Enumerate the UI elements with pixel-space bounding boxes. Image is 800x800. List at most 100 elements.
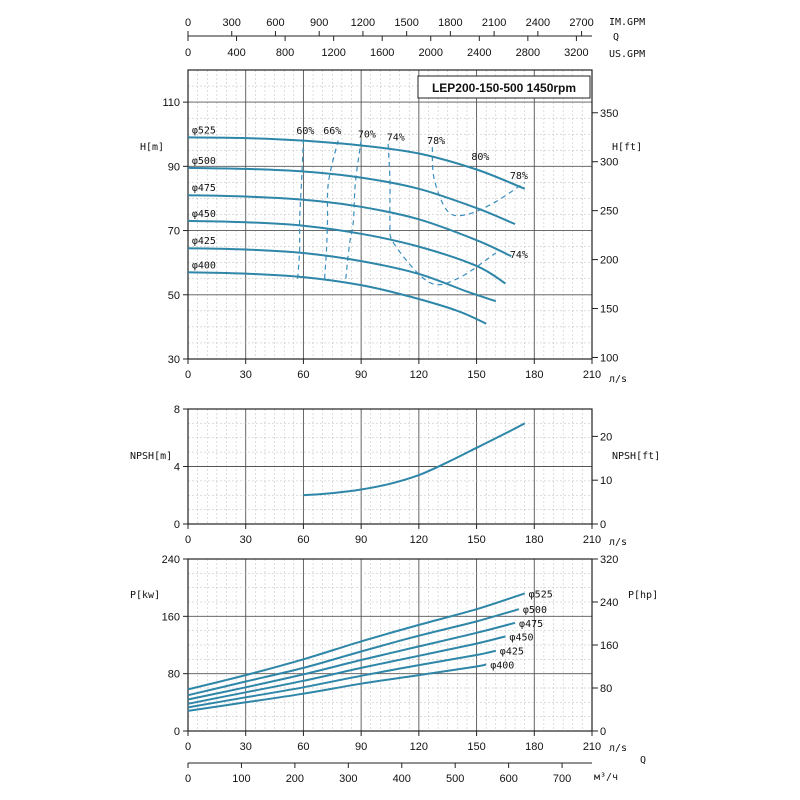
usgpm-tick-label: 0 (185, 47, 191, 59)
usgpm-tick-label: 800 (276, 47, 294, 59)
head-curve-5 (187, 247, 497, 303)
efficiency-curve-2 (324, 140, 339, 279)
head-x-tick-label: 180 (525, 369, 543, 381)
power-ylabel-right: P[hp] (628, 590, 658, 601)
power-curve-label: φ400 (490, 660, 514, 671)
efficiency-label: 60% (296, 126, 314, 137)
head-x-tick-label: 60 (297, 369, 309, 381)
power-curve-6 (187, 663, 487, 712)
imgpm-tick-label: 1800 (438, 17, 462, 29)
npsh-x-tick-label: 210 (583, 534, 601, 546)
power-x-tick-label: 210 (583, 741, 601, 753)
usgpm-tick-label: 1600 (370, 47, 394, 59)
head-frame (187, 69, 593, 360)
power-curve-4 (187, 635, 506, 705)
m3h-tick-label: 400 (393, 773, 411, 785)
m3h-tick-label: 100 (232, 773, 250, 785)
imgpm-tick-label: 900 (310, 17, 328, 29)
usgpm-tick-label: 2000 (419, 47, 443, 59)
power-x-tick-label: 180 (525, 741, 543, 753)
power-x-tick-label: 30 (240, 741, 252, 753)
power-curve-1 (187, 592, 526, 691)
power-x-tick-label: 60 (297, 741, 309, 753)
imgpm-tick-label: 2400 (526, 17, 550, 29)
power-curve-label: φ525 (529, 589, 553, 600)
efficiency-curve-3 (345, 140, 362, 279)
power-curve-label: φ425 (500, 647, 524, 658)
usgpm-tick-label: 400 (227, 47, 245, 59)
power-x-tick-label: 90 (355, 741, 367, 753)
m3h-tick-label: 0 (185, 773, 191, 785)
head-curve-label: φ525 (192, 125, 216, 136)
npsh-x-unit: л/s (609, 537, 627, 548)
m3h-tick-label: 300 (339, 773, 357, 785)
imgpm-tick-label: 300 (223, 17, 241, 29)
head-x-tick-label: 210 (583, 369, 601, 381)
npsh-x-tick-label: 60 (297, 534, 309, 546)
power-curve-label: φ500 (523, 605, 547, 616)
imgpm-tick-label: 0 (185, 17, 191, 29)
power-curve-label: φ450 (509, 632, 533, 643)
title-box (417, 75, 591, 99)
npsh-x-tick-label: 0 (185, 534, 191, 546)
efficiency-label: 78% (510, 171, 528, 182)
head-ylabel-right: H[ft] (612, 142, 642, 153)
power-hp-right-tick-label: 0 (600, 726, 606, 738)
npsh-ft-right-tick-label: 0 (600, 519, 606, 531)
head-x-tick-label: 150 (467, 369, 485, 381)
power-hp-right-tick-label: 240 (600, 597, 618, 609)
efficiency-label: 78% (427, 136, 445, 147)
efficiency-label: 70% (358, 129, 376, 140)
imgpm-tick-label: 1500 (394, 17, 418, 29)
head-x-tick-label: 120 (410, 369, 428, 381)
power-y-tick-label: 0 (174, 726, 180, 738)
power-x-tick-label: 120 (410, 741, 428, 753)
head-ft-right-tick-label: 150 (600, 304, 618, 316)
efficiency-label: 80% (471, 152, 489, 163)
power-curve-2 (187, 608, 520, 697)
head-ft-right-tick-label: 100 (600, 352, 618, 364)
power-y-tick-label: 240 (162, 554, 180, 566)
npsh-y-tick-label: 8 (174, 404, 180, 416)
head-curve-label: φ400 (192, 260, 216, 271)
npsh-x-tick-label: 180 (525, 534, 543, 546)
efficiency-label: 66% (323, 126, 341, 137)
npsh-x-tick-label: 120 (410, 534, 428, 546)
head-y-tick-label: 90 (168, 161, 180, 173)
head-ft-right-tick-label: 350 (600, 108, 618, 120)
head-x-tick-label: 0 (185, 369, 191, 381)
head-y-tick-label: 30 (168, 354, 180, 366)
head-x-tick-label: 30 (240, 369, 252, 381)
efficiency-curve-1 (297, 140, 304, 279)
head-ft-right-tick-label: 200 (600, 255, 618, 267)
power-hp-right-tick-label: 320 (600, 554, 618, 566)
imgpm-tick-label: 2700 (569, 17, 593, 29)
imgpm-tick-label: 1200 (351, 17, 375, 29)
head-x-unit: л/s (609, 374, 627, 385)
head-curve-label: φ475 (192, 183, 216, 194)
power-x-tick-label: 150 (467, 741, 485, 753)
power-curve-3 (187, 621, 516, 701)
bottom-q-label: Q (640, 755, 646, 766)
efficiency-label: 74% (510, 250, 528, 261)
usgpm-tick-label: 2400 (467, 47, 491, 59)
power-x-tick-label: 0 (185, 741, 191, 753)
power-hp-right-tick-label: 80 (600, 683, 612, 695)
npsh-ylabel-right: NPSH[ft] (612, 451, 660, 462)
power-ylabel: P[kw] (130, 590, 160, 601)
head-curve-6 (187, 271, 487, 325)
usgpm-tick-label: 3200 (564, 47, 588, 59)
power-curve-label: φ475 (519, 619, 543, 630)
usgpm-unit: US.GPM (609, 49, 645, 60)
npsh-curve (303, 422, 526, 497)
head-curve-3 (187, 194, 512, 258)
head-y-tick-label: 70 (168, 226, 180, 238)
power-y-tick-label: 160 (162, 611, 180, 623)
imgpm-unit: IM.GPM (609, 17, 645, 28)
head-curve-1 (187, 136, 526, 190)
imgpm-tick-label: 2100 (482, 17, 506, 29)
head-curve-4 (187, 219, 506, 285)
efficiency-label: 74% (387, 133, 405, 144)
head-curve-label: φ500 (192, 156, 216, 167)
